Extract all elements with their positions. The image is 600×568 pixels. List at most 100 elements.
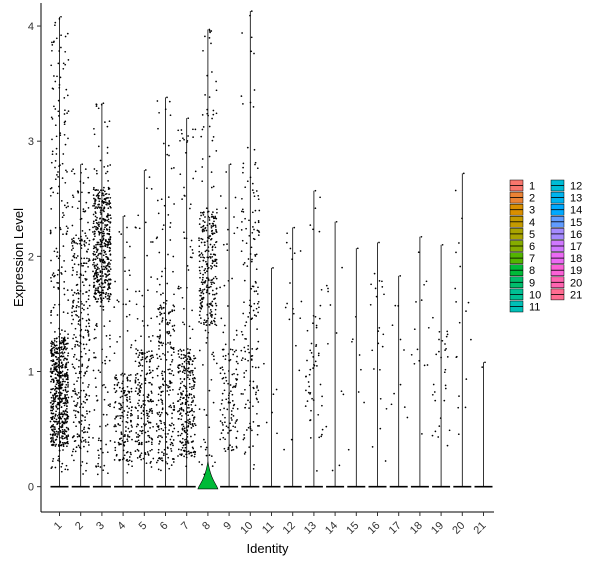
point-2 <box>81 307 84 310</box>
point-9 <box>236 373 239 376</box>
point-1 <box>66 32 69 35</box>
point-8 <box>201 283 204 285</box>
point-5 <box>137 214 140 217</box>
point-7 <box>180 129 183 131</box>
point-7 <box>177 367 180 370</box>
point-5 <box>146 254 148 257</box>
point-7 <box>179 173 182 176</box>
point-8 <box>215 292 218 295</box>
point-13 <box>321 433 323 436</box>
point-1 <box>57 352 60 355</box>
point-13 <box>315 345 317 348</box>
point-1 <box>52 272 55 274</box>
point-6 <box>161 317 164 319</box>
point-20 <box>465 378 468 380</box>
point-3 <box>92 226 94 229</box>
point-8 <box>211 249 214 251</box>
point-14 <box>338 464 341 467</box>
point-8 <box>202 126 205 128</box>
point-2 <box>75 358 78 361</box>
point-1 <box>49 370 52 373</box>
point-1 <box>64 420 67 423</box>
point-2 <box>70 395 73 398</box>
point-1 <box>55 420 58 423</box>
point-max-13 <box>314 189 317 192</box>
point-6 <box>173 203 175 205</box>
point-2 <box>85 241 88 244</box>
point-6 <box>168 372 171 375</box>
point-8 <box>200 241 203 244</box>
point-1 <box>62 67 65 70</box>
point-5 <box>137 356 140 358</box>
point-3 <box>99 217 102 220</box>
point-8 <box>211 353 213 356</box>
point-8 <box>205 286 208 288</box>
point-8 <box>208 286 211 289</box>
point-8 <box>198 266 201 269</box>
point-7 <box>193 422 196 425</box>
point-9 <box>222 243 225 246</box>
point-16 <box>375 295 378 298</box>
point-9 <box>235 334 238 336</box>
point-1 <box>55 430 58 433</box>
point-10 <box>242 263 245 266</box>
point-8 <box>209 309 212 311</box>
point-1 <box>51 466 53 468</box>
point-1 <box>50 161 53 164</box>
point-6 <box>169 363 172 366</box>
point-10 <box>252 405 254 408</box>
point-4 <box>126 377 129 380</box>
point-10 <box>257 300 260 303</box>
point-1 <box>65 407 68 410</box>
point-4 <box>115 453 118 456</box>
point-7 <box>187 442 190 444</box>
point-3 <box>107 472 109 475</box>
point-7 <box>186 348 189 350</box>
point-9 <box>232 386 234 389</box>
point-6 <box>172 348 175 351</box>
point-1 <box>50 309 53 312</box>
point-12 <box>286 232 288 235</box>
point-6 <box>169 226 171 228</box>
point-7 <box>192 128 194 131</box>
point-3 <box>102 189 105 192</box>
point-2 <box>78 446 81 449</box>
point-4 <box>120 443 122 445</box>
point-5 <box>137 402 139 405</box>
point-1 <box>57 397 60 400</box>
point-3 <box>108 261 110 264</box>
point-3 <box>95 246 97 249</box>
point-9 <box>229 348 232 351</box>
point-1 <box>52 402 55 405</box>
point-2 <box>87 359 90 362</box>
point-7 <box>180 418 183 421</box>
point-3 <box>107 292 110 295</box>
point-17 <box>403 349 405 351</box>
point-6 <box>163 448 166 451</box>
point-8 <box>210 455 213 457</box>
point-5 <box>149 408 151 411</box>
point-10 <box>251 258 253 261</box>
x-tick-label: 19 <box>429 520 446 537</box>
point-10 <box>242 312 245 315</box>
point-12 <box>293 252 296 255</box>
point-5 <box>149 340 152 342</box>
point-max-2 <box>81 163 84 166</box>
point-3 <box>97 203 99 206</box>
point-5 <box>146 187 148 190</box>
point-1 <box>54 352 57 354</box>
legend-label-6: 6 <box>529 241 535 253</box>
point-1 <box>60 348 63 350</box>
point-1 <box>52 306 55 309</box>
point-15 <box>363 401 365 404</box>
point-1 <box>50 276 52 279</box>
point-8 <box>204 280 207 282</box>
point-10 <box>241 239 244 242</box>
point-10 <box>250 50 253 53</box>
point-7 <box>177 353 180 355</box>
point-3 <box>107 404 110 406</box>
point-1 <box>50 380 52 383</box>
point-6 <box>158 251 161 254</box>
point-2 <box>75 306 78 309</box>
point-3 <box>109 238 112 241</box>
